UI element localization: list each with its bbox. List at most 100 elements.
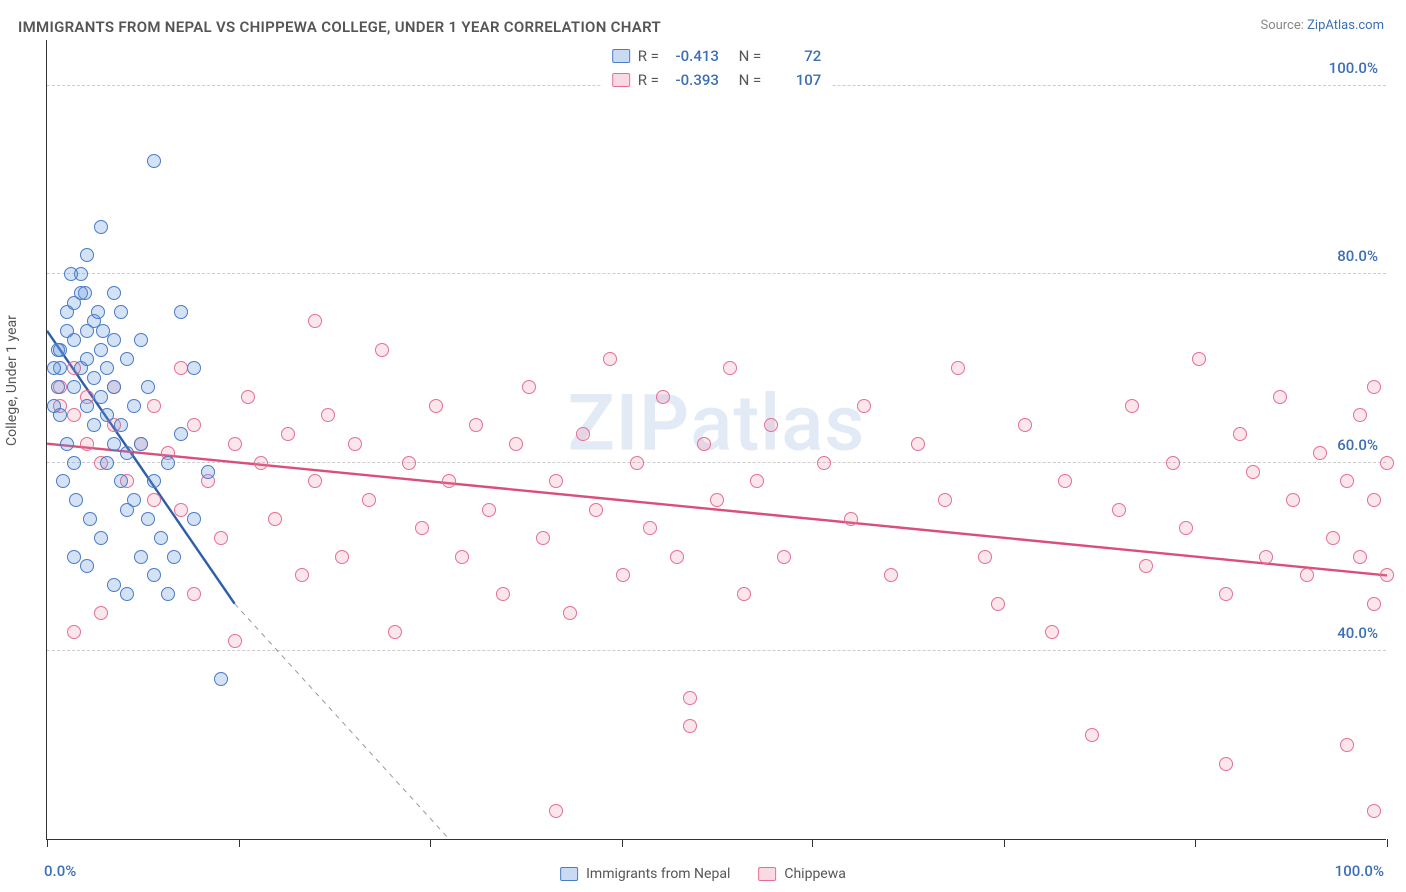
data-point-chippewa bbox=[1018, 418, 1032, 432]
r-label: R = bbox=[638, 44, 659, 68]
data-point-nepal bbox=[201, 465, 215, 479]
data-point-nepal bbox=[80, 248, 94, 262]
y-axis-title: College, Under 1 year bbox=[4, 315, 20, 446]
source-link[interactable]: ZipAtlas.com bbox=[1307, 18, 1384, 33]
data-point-chippewa bbox=[321, 408, 335, 422]
data-point-chippewa bbox=[94, 606, 108, 620]
data-point-nepal bbox=[114, 305, 128, 319]
data-point-chippewa bbox=[254, 456, 268, 470]
data-point-nepal bbox=[127, 399, 141, 413]
data-point-chippewa bbox=[549, 804, 563, 818]
data-point-nepal bbox=[100, 408, 114, 422]
data-point-chippewa bbox=[415, 521, 429, 535]
data-point-chippewa bbox=[281, 427, 295, 441]
data-point-chippewa bbox=[817, 456, 831, 470]
gridline bbox=[47, 462, 1386, 463]
data-point-chippewa bbox=[1058, 474, 1072, 488]
data-point-nepal bbox=[69, 493, 83, 507]
data-point-nepal bbox=[67, 456, 81, 470]
data-point-chippewa bbox=[174, 503, 188, 517]
x-tick bbox=[239, 839, 240, 847]
data-point-chippewa bbox=[187, 587, 201, 601]
data-point-nepal bbox=[107, 286, 121, 300]
legend-swatch-pink bbox=[612, 73, 630, 87]
data-point-nepal bbox=[187, 361, 201, 375]
data-point-chippewa bbox=[683, 691, 697, 705]
data-point-chippewa bbox=[884, 568, 898, 582]
data-point-chippewa bbox=[174, 361, 188, 375]
data-point-chippewa bbox=[1273, 390, 1287, 404]
data-point-chippewa bbox=[603, 352, 617, 366]
data-point-chippewa bbox=[683, 719, 697, 733]
data-point-nepal bbox=[94, 343, 108, 357]
data-point-nepal bbox=[147, 474, 161, 488]
data-point-chippewa bbox=[429, 399, 443, 413]
data-point-nepal bbox=[83, 512, 97, 526]
data-point-nepal bbox=[120, 446, 134, 460]
data-point-chippewa bbox=[951, 361, 965, 375]
data-point-chippewa bbox=[509, 437, 523, 451]
x-tick bbox=[1004, 839, 1005, 847]
legend-row: R = -0.413 N = 72 bbox=[612, 44, 822, 68]
data-point-chippewa bbox=[228, 437, 242, 451]
data-point-chippewa bbox=[455, 550, 469, 564]
data-point-chippewa bbox=[1353, 408, 1367, 422]
data-point-nepal bbox=[107, 380, 121, 394]
n-label: N = bbox=[739, 44, 762, 68]
legend-item: Chippewa bbox=[758, 866, 846, 882]
data-point-chippewa bbox=[750, 474, 764, 488]
r-value: -0.393 bbox=[667, 68, 719, 92]
data-point-nepal bbox=[167, 550, 181, 564]
data-point-nepal bbox=[64, 267, 78, 281]
data-point-chippewa bbox=[549, 474, 563, 488]
data-point-chippewa bbox=[1380, 456, 1394, 470]
data-point-chippewa bbox=[147, 493, 161, 507]
data-point-nepal bbox=[134, 437, 148, 451]
watermark-strong: ZIP bbox=[568, 378, 691, 469]
data-point-chippewa bbox=[1219, 757, 1233, 771]
data-point-chippewa bbox=[295, 568, 309, 582]
data-point-nepal bbox=[134, 333, 148, 347]
data-point-chippewa bbox=[697, 437, 711, 451]
data-point-chippewa bbox=[1326, 531, 1340, 545]
data-point-nepal bbox=[161, 456, 175, 470]
data-point-chippewa bbox=[536, 531, 550, 545]
data-point-chippewa bbox=[1367, 804, 1381, 818]
x-axis-max-label: 100.0% bbox=[1335, 862, 1384, 880]
data-point-chippewa bbox=[616, 568, 630, 582]
data-point-chippewa bbox=[147, 399, 161, 413]
y-tick-label: 100.0% bbox=[1329, 59, 1378, 77]
data-point-chippewa bbox=[1112, 503, 1126, 517]
data-point-nepal bbox=[51, 343, 65, 357]
data-point-nepal bbox=[107, 437, 121, 451]
data-point-nepal bbox=[147, 154, 161, 168]
data-point-chippewa bbox=[1192, 352, 1206, 366]
data-point-nepal bbox=[127, 493, 141, 507]
data-point-nepal bbox=[161, 587, 175, 601]
gridline bbox=[47, 650, 1386, 651]
legend-label: Immigrants from Nepal bbox=[586, 866, 730, 882]
legend-swatch-blue bbox=[560, 867, 578, 881]
data-point-nepal bbox=[67, 380, 81, 394]
data-point-chippewa bbox=[1313, 446, 1327, 460]
data-point-chippewa bbox=[1353, 550, 1367, 564]
legend-swatch-pink bbox=[758, 867, 776, 881]
data-point-chippewa bbox=[723, 361, 737, 375]
data-point-chippewa bbox=[1179, 521, 1193, 535]
data-point-chippewa bbox=[388, 625, 402, 639]
data-point-nepal bbox=[47, 399, 61, 413]
legend-item: Immigrants from Nepal bbox=[560, 866, 730, 882]
data-point-nepal bbox=[141, 380, 155, 394]
data-point-nepal bbox=[94, 531, 108, 545]
legend-series: Immigrants from Nepal Chippewa bbox=[560, 866, 846, 882]
gridline bbox=[47, 273, 1386, 274]
data-point-nepal bbox=[107, 333, 121, 347]
data-point-chippewa bbox=[228, 634, 242, 648]
data-point-chippewa bbox=[268, 512, 282, 526]
data-point-chippewa bbox=[670, 550, 684, 564]
data-point-chippewa bbox=[335, 550, 349, 564]
data-point-chippewa bbox=[710, 493, 724, 507]
y-tick-label: 80.0% bbox=[1337, 247, 1378, 265]
data-point-chippewa bbox=[576, 427, 590, 441]
data-point-chippewa bbox=[630, 456, 644, 470]
